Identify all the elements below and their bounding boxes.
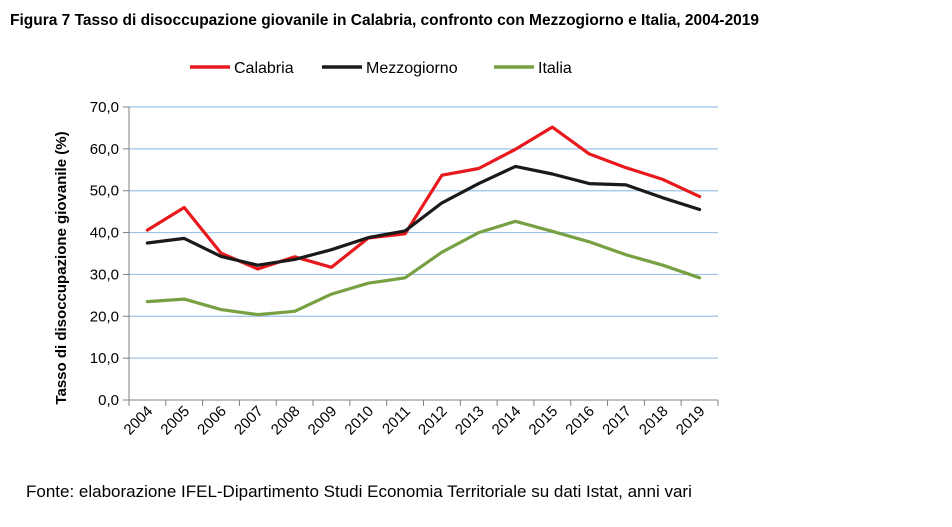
x-tick-labels: 2004 2005 2006 2007 2008 2009 2010 2011 2012 2013… — [121, 403, 709, 439]
data-point-mezzogiorno — [661, 196, 664, 199]
data-point-italia — [477, 231, 480, 234]
data-point-calabria — [661, 178, 664, 181]
data-point-calabria — [330, 266, 333, 269]
x-tick-label: 2010 — [341, 403, 377, 439]
data-point-mezzogiorno — [588, 182, 591, 185]
data-point-italia — [625, 253, 628, 256]
y-tick-label: 20,0 — [90, 308, 119, 325]
data-point-italia — [220, 308, 223, 311]
series-line-mezzogiorno — [145, 164, 702, 267]
chart-title: Figura 7 Tasso di disoccupazione giovani… — [10, 12, 760, 29]
x-tick-label: 2019 — [673, 403, 709, 439]
data-point-mezzogiorno — [330, 248, 333, 251]
data-point-calabria — [588, 152, 591, 155]
data-point-italia — [661, 264, 664, 267]
x-tick-label: 2007 — [231, 403, 267, 439]
data-point-italia — [183, 298, 186, 301]
data-point-mezzogiorno — [183, 237, 186, 240]
legend-item-italia: Italia — [494, 60, 572, 77]
data-point-mezzogiorno — [220, 255, 223, 258]
data-point-italia — [588, 240, 591, 243]
data-point-calabria — [256, 268, 259, 271]
data-point-italia — [514, 220, 517, 223]
y-tick-label: 70,0 — [90, 99, 119, 116]
x-tick-label: 2005 — [157, 403, 193, 439]
data-point-calabria — [477, 167, 480, 170]
data-point-mezzogiorno — [514, 165, 517, 168]
x-tick-label: 2012 — [415, 403, 451, 439]
data-point-calabria — [220, 252, 223, 255]
y-tick-label: 30,0 — [90, 266, 119, 283]
data-point-italia — [367, 282, 370, 285]
data-point-calabria — [146, 229, 149, 232]
series-line-italia — [145, 219, 702, 317]
legend-item-calabria: Calabria — [190, 60, 294, 77]
x-tick-label: 2018 — [636, 403, 672, 439]
data-point-italia — [551, 230, 554, 233]
data-point-mezzogiorno — [698, 208, 701, 211]
data-point-italia — [330, 293, 333, 296]
x-tick-label: 2009 — [305, 403, 341, 439]
data-point-italia — [441, 251, 444, 254]
x-tick-label: 2017 — [599, 403, 635, 439]
data-point-italia — [404, 276, 407, 279]
legend: Calabria Mezzogiorno Italia — [190, 60, 572, 77]
data-point-italia — [293, 310, 296, 313]
data-point-calabria — [441, 174, 444, 177]
axes — [128, 107, 719, 406]
data-point-calabria — [183, 206, 186, 209]
data-point-mezzogiorno — [367, 236, 370, 239]
x-tick-label: 2006 — [194, 403, 230, 439]
x-tick-label: 2008 — [268, 403, 304, 439]
gridlines — [123, 106, 718, 401]
data-point-calabria — [514, 148, 517, 151]
y-tick-label: 40,0 — [90, 225, 119, 242]
x-tick-label: 2013 — [452, 403, 488, 439]
y-axis-label: Tasso di disoccupazione giovanile (%) — [53, 131, 70, 404]
y-tick-label: 10,0 — [90, 350, 119, 367]
data-point-italia — [256, 313, 259, 316]
y-tick-label: 50,0 — [90, 183, 119, 200]
x-tick-label: 2004 — [121, 403, 157, 439]
data-point-mezzogiorno — [146, 242, 149, 245]
data-point-mezzogiorno — [625, 183, 628, 186]
x-tick-label: 2015 — [526, 403, 562, 439]
legend-label: Calabria — [234, 60, 294, 77]
data-point-mezzogiorno — [551, 173, 554, 176]
data-point-italia — [698, 276, 701, 279]
data-point-mezzogiorno — [256, 264, 259, 267]
y-tick-labels: 0,0 10,0 20,0 30,0 40,0 50,0 60,0 70,0 — [90, 99, 119, 409]
x-tick-label: 2016 — [562, 403, 598, 439]
y-tick-label: 60,0 — [90, 141, 119, 158]
series-lines — [145, 125, 702, 317]
data-point-italia — [146, 300, 149, 303]
data-point-calabria — [698, 195, 701, 198]
legend-label: Italia — [538, 60, 572, 77]
data-point-mezzogiorno — [477, 182, 480, 185]
legend-item-mezzogiorno: Mezzogiorno — [322, 60, 458, 77]
source-note: Fonte: elaborazione IFEL-Dipartimento St… — [26, 482, 692, 501]
y-tick-label: 0,0 — [98, 392, 119, 409]
legend-label: Mezzogiorno — [366, 60, 458, 77]
data-point-mezzogiorno — [404, 229, 407, 232]
x-tick-label: 2011 — [379, 403, 414, 438]
data-point-calabria — [551, 126, 554, 129]
data-point-calabria — [625, 166, 628, 169]
x-tick-label: 2014 — [489, 403, 525, 439]
data-point-calabria — [404, 232, 407, 235]
data-point-mezzogiorno — [441, 201, 444, 204]
data-point-mezzogiorno — [293, 258, 296, 261]
